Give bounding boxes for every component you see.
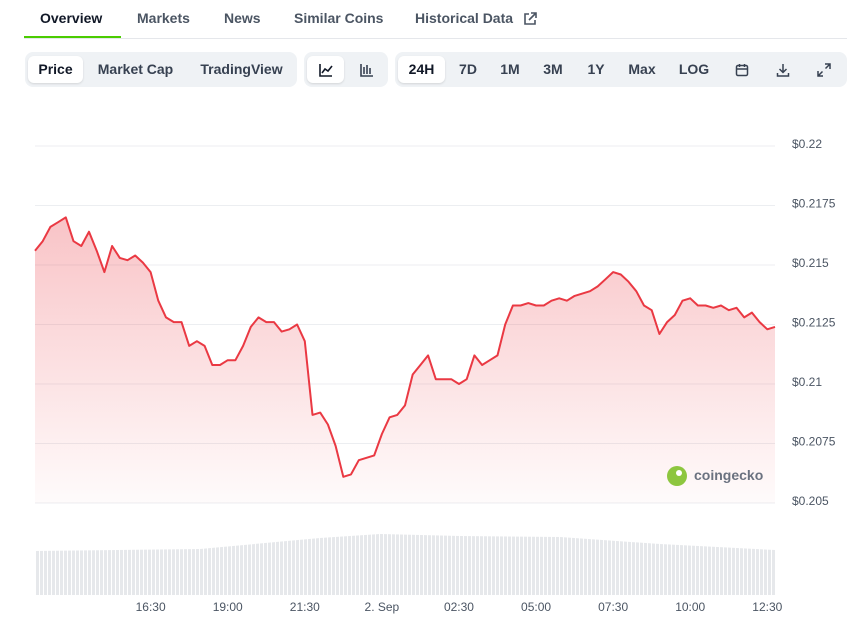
tab[interactable]: Historical Data <box>415 10 514 26</box>
x-tick-label: 05:00 <box>521 600 551 614</box>
watermark-logo <box>667 466 687 486</box>
price-area <box>35 217 775 503</box>
y-tick-label: $0.215 <box>792 256 829 270</box>
log-button[interactable]: LOG <box>678 61 710 77</box>
x-tick-label: 21:30 <box>290 600 320 614</box>
watermark: coingecko <box>694 467 763 483</box>
tab-bar <box>24 0 847 39</box>
x-tick-label: 07:30 <box>598 600 628 614</box>
line-icon <box>318 64 333 77</box>
range-button[interactable]: Max <box>628 61 656 77</box>
line-chart-button[interactable] <box>307 56 344 83</box>
tab[interactable]: Markets <box>137 10 190 26</box>
range-button[interactable]: 1Y <box>587 61 605 77</box>
expand-icon <box>817 63 831 77</box>
calendar-icon <box>735 64 749 77</box>
x-tick-label: 12:30 <box>752 600 782 614</box>
fullscreen-button[interactable] <box>808 56 840 83</box>
y-tick-label: $0.2175 <box>792 197 836 211</box>
chart-kind-button[interactable]: Price <box>28 56 83 83</box>
y-tick-label: $0.2075 <box>792 435 836 449</box>
y-tick-label: $0.22 <box>792 137 822 151</box>
download-button[interactable] <box>767 56 799 83</box>
candle-icon <box>359 64 373 77</box>
x-tick-label: 16:30 <box>136 600 166 614</box>
range-button[interactable]: 1M <box>500 61 520 77</box>
chart-kind-button[interactable]: Market Cap <box>97 61 174 77</box>
calendar-button[interactable] <box>726 56 758 83</box>
tab-underline <box>24 36 121 38</box>
range-button[interactable]: 24H <box>398 56 445 83</box>
range-button[interactable]: 7D <box>459 61 477 77</box>
tab[interactable]: Similar Coins <box>294 10 384 26</box>
range-button[interactable]: 3M <box>543 61 563 77</box>
price-line <box>34 216 776 478</box>
x-tick-label: 10:00 <box>675 600 705 614</box>
tab[interactable]: Overview <box>40 10 103 26</box>
button-group <box>395 52 847 87</box>
chart-kind-button[interactable]: TradingView <box>200 61 283 77</box>
external-link-icon <box>524 12 537 25</box>
candle-chart-button[interactable] <box>348 56 385 83</box>
y-tick-label: $0.21 <box>792 375 822 389</box>
watermark-logo-eye <box>676 470 682 476</box>
tab[interactable]: News <box>224 10 261 26</box>
y-tick-label: $0.2125 <box>792 316 836 330</box>
download-icon <box>776 64 790 77</box>
x-tick-label: 02:30 <box>444 600 474 614</box>
x-tick-label: 2. Sep <box>365 600 400 614</box>
volume-bars <box>35 534 775 595</box>
x-tick-label: 19:00 <box>213 600 243 614</box>
chart: coingecko $0.205 $0.2075 $0.21 $0.2125 $0.21… <box>34 137 836 614</box>
y-tick-label: $0.205 <box>792 494 829 508</box>
